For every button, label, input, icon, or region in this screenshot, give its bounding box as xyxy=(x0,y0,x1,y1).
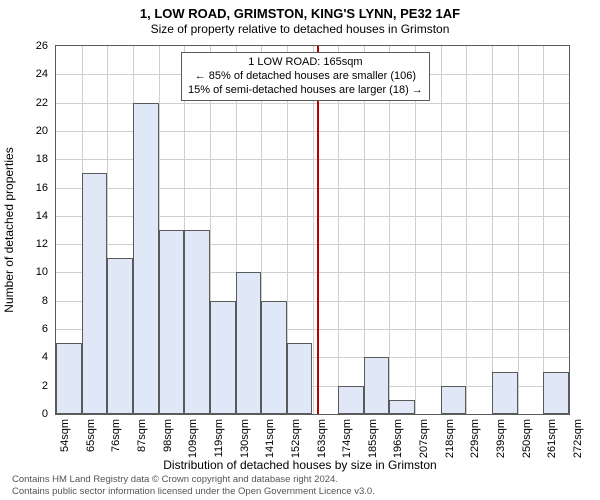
chart-title: 1, LOW ROAD, GRIMSTON, KING'S LYNN, PE32… xyxy=(0,6,600,21)
gridline-v xyxy=(441,46,442,414)
x-tick-label: 141sqm xyxy=(264,419,276,465)
histogram-bar xyxy=(82,173,108,414)
annotation-line1: 1 LOW ROAD: 165sqm xyxy=(188,56,423,70)
plot-area: 1 LOW ROAD: 165sqm← 85% of detached hous… xyxy=(55,45,570,415)
y-tick-label: 24 xyxy=(20,68,48,80)
y-tick-label: 16 xyxy=(20,182,48,194)
gridline-v xyxy=(466,46,467,414)
histogram-bar xyxy=(543,372,569,414)
x-tick-label: 54sqm xyxy=(59,419,71,465)
histogram-bar xyxy=(133,103,159,414)
y-tick-label: 10 xyxy=(20,266,48,278)
y-tick-label: 14 xyxy=(20,210,48,222)
y-tick-label: 0 xyxy=(20,408,48,420)
y-tick-label: 20 xyxy=(20,125,48,137)
attribution: Contains HM Land Registry data © Crown c… xyxy=(12,474,375,497)
x-tick-label: 207sqm xyxy=(418,419,430,465)
y-tick-label: 22 xyxy=(20,97,48,109)
y-tick-label: 6 xyxy=(20,323,48,335)
chart-subtitle: Size of property relative to detached ho… xyxy=(0,22,600,36)
x-tick-label: 174sqm xyxy=(341,419,353,465)
x-tick-label: 261sqm xyxy=(546,419,558,465)
histogram-bar xyxy=(338,386,364,414)
x-tick-label: 239sqm xyxy=(495,419,507,465)
x-tick-label: 163sqm xyxy=(316,419,328,465)
x-tick-label: 152sqm xyxy=(290,419,302,465)
x-tick-label: 109sqm xyxy=(187,419,199,465)
chart-canvas: 1, LOW ROAD, GRIMSTON, KING'S LYNN, PE32… xyxy=(0,0,600,500)
attribution-line2: Contains public sector information licen… xyxy=(12,486,375,497)
x-tick-label: 229sqm xyxy=(469,419,481,465)
annotation-box: 1 LOW ROAD: 165sqm← 85% of detached hous… xyxy=(181,52,430,101)
x-tick-label: 98sqm xyxy=(162,419,174,465)
x-tick-label: 185sqm xyxy=(367,419,379,465)
y-tick-label: 12 xyxy=(20,238,48,250)
x-tick-label: 76sqm xyxy=(110,419,122,465)
histogram-bar xyxy=(159,230,185,414)
gridline-v xyxy=(543,46,544,414)
histogram-bar xyxy=(184,230,210,414)
histogram-bar xyxy=(364,357,390,414)
histogram-bar xyxy=(210,301,236,414)
histogram-bar xyxy=(236,272,262,414)
histogram-bar xyxy=(441,386,467,414)
x-tick-label: 119sqm xyxy=(213,419,225,465)
y-tick-label: 4 xyxy=(20,351,48,363)
attribution-line1: Contains HM Land Registry data © Crown c… xyxy=(12,474,375,485)
x-tick-label: 218sqm xyxy=(444,419,456,465)
y-axis-label: Number of detached properties xyxy=(2,147,16,312)
y-tick-label: 18 xyxy=(20,153,48,165)
x-tick-label: 130sqm xyxy=(239,419,251,465)
histogram-bar xyxy=(56,343,82,414)
y-tick-label: 8 xyxy=(20,295,48,307)
y-tick-label: 26 xyxy=(20,40,48,52)
histogram-bar xyxy=(107,258,133,414)
x-tick-label: 196sqm xyxy=(392,419,404,465)
y-tick-label: 2 xyxy=(20,380,48,392)
histogram-bar xyxy=(261,301,287,414)
gridline-v xyxy=(518,46,519,414)
histogram-bar xyxy=(492,372,518,414)
x-tick-label: 87sqm xyxy=(136,419,148,465)
histogram-bar xyxy=(389,400,415,414)
histogram-bar xyxy=(287,343,313,414)
annotation-line2: ← 85% of detached houses are smaller (10… xyxy=(188,70,423,84)
x-tick-label: 65sqm xyxy=(85,419,97,465)
annotation-line3: 15% of semi-detached houses are larger (… xyxy=(188,84,423,98)
gridline-v xyxy=(492,46,493,414)
x-tick-label: 250sqm xyxy=(521,419,533,465)
x-tick-label: 272sqm xyxy=(572,419,584,465)
